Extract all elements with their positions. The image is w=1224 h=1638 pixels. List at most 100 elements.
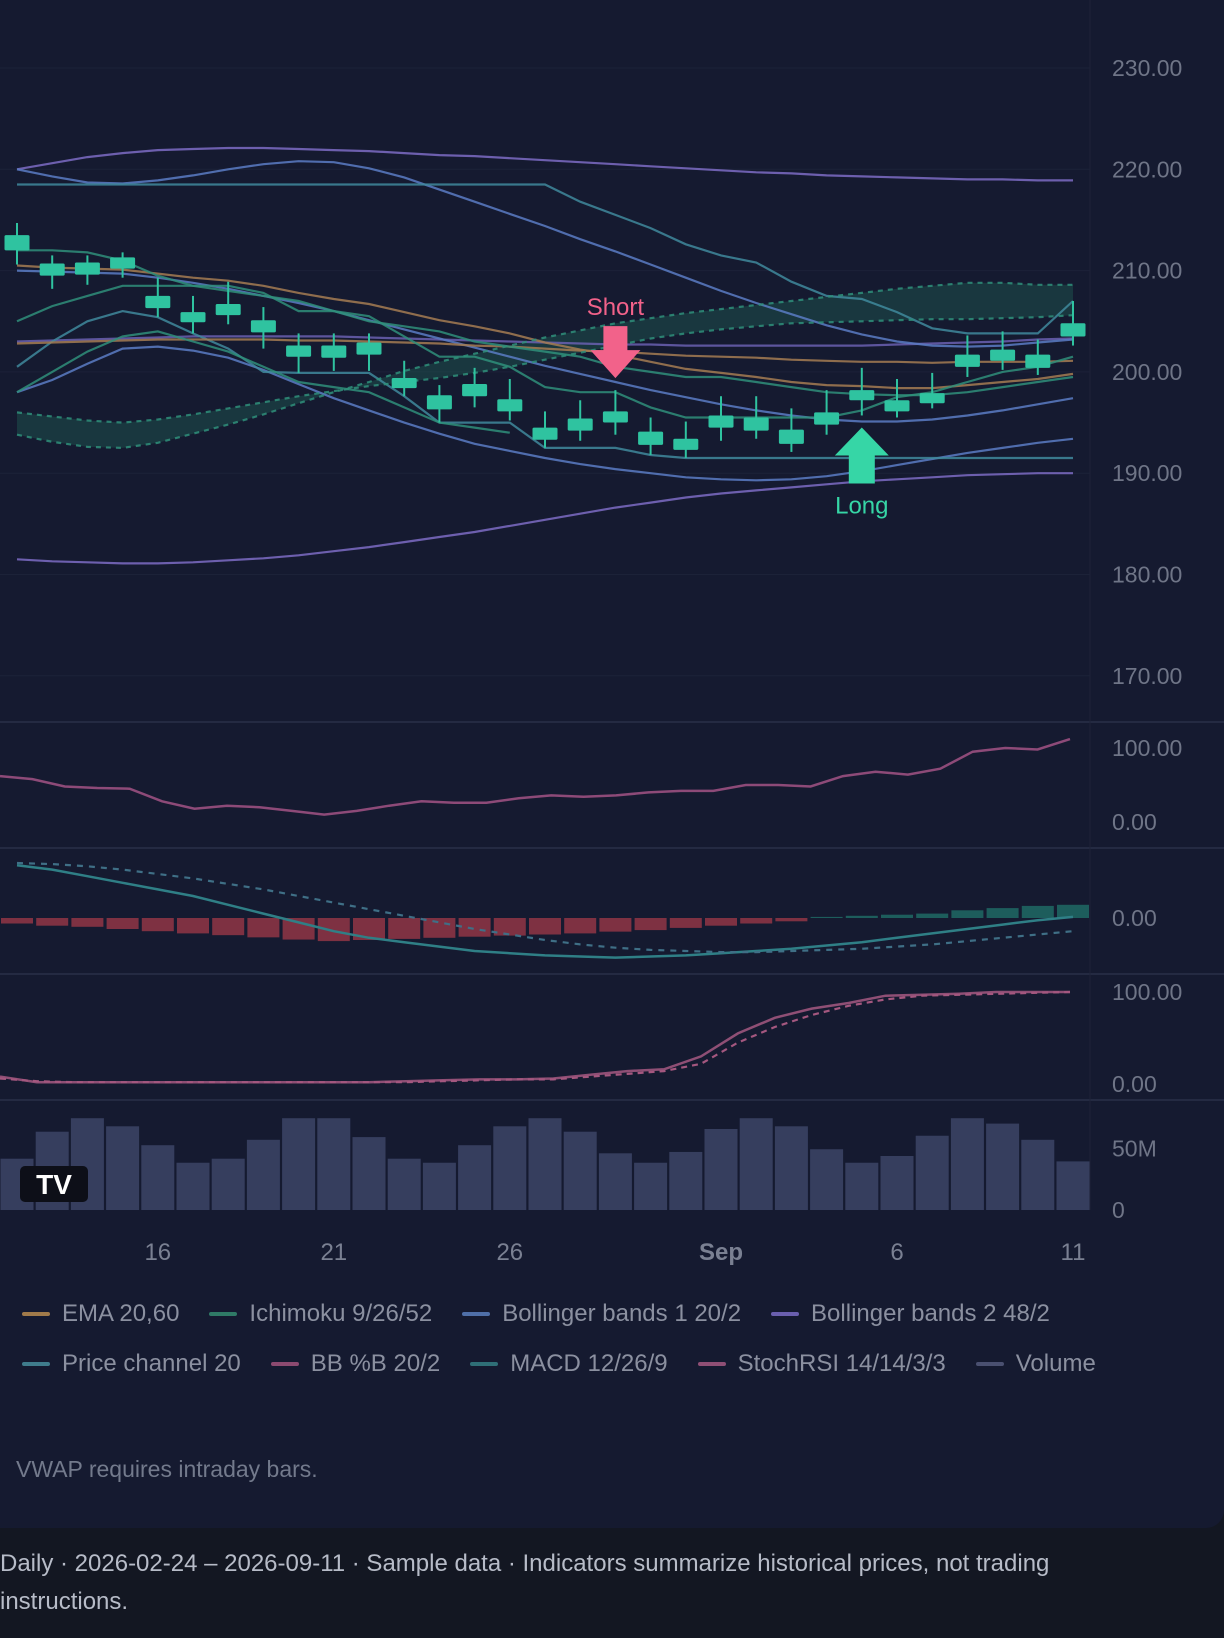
short-signal-label: Short [587, 294, 645, 321]
legend-label: Ichimoku 9/26/52 [249, 1300, 433, 1327]
x-tick-label: 16 [144, 1239, 171, 1266]
candle-body [778, 429, 804, 444]
macd-histogram-bar [634, 918, 667, 931]
candle [743, 396, 769, 439]
legend-item[interactable]: Ichimoku 9/26/52 [209, 1300, 432, 1328]
legend-item[interactable]: Bollinger bands 2 48/2 [771, 1300, 1050, 1328]
legend-label: StochRSI 14/14/3/3 [737, 1350, 946, 1377]
legend-swatch [209, 1312, 238, 1316]
overlay-ema-20 [16, 264, 1074, 390]
volume-bar [211, 1158, 245, 1210]
candle-body [1025, 354, 1051, 368]
macd-histogram-bar [353, 918, 385, 940]
macd-histogram-bar [71, 918, 104, 927]
candle [567, 400, 593, 441]
candle-body [602, 411, 628, 423]
candle [4, 222, 30, 265]
candle-body [919, 393, 945, 404]
candle [391, 360, 417, 397]
volume-bar [739, 1118, 773, 1210]
macd-histogram-bar [141, 918, 174, 932]
volume-bar [246, 1139, 280, 1210]
candle [74, 255, 100, 285]
candle-body [884, 400, 910, 412]
macd-histogram-bar [916, 913, 949, 918]
candle [497, 378, 523, 421]
volume-tick-label: 0 [1112, 1197, 1125, 1223]
vwap-note: VWAP requires intraday bars. [16, 1456, 318, 1482]
legend-item[interactable]: Price channel 20 [22, 1350, 241, 1378]
legend-item[interactable]: BB %B 20/2 [270, 1350, 441, 1378]
macd-histogram-bar [775, 918, 808, 922]
legend-label: BB %B 20/2 [310, 1350, 441, 1377]
candle [145, 277, 171, 318]
volume-bar [352, 1137, 386, 1210]
volume-bar [141, 1145, 175, 1210]
legend-item[interactable]: Bollinger bands 1 20/2 [462, 1300, 741, 1328]
candle [708, 396, 734, 441]
legend-item[interactable]: EMA 20,60 [22, 1300, 179, 1328]
stochrsi-tick-label: 0.00 [1112, 1071, 1157, 1097]
legend-swatch [22, 1362, 50, 1366]
candle [39, 255, 65, 289]
candle-body [673, 438, 699, 450]
volume-bar [422, 1162, 456, 1210]
candle [602, 390, 628, 435]
volume-bar [1056, 1161, 1090, 1210]
candle [990, 331, 1016, 370]
macd-histogram-bar [1, 918, 33, 924]
legend-label: Price channel 20 [62, 1350, 241, 1377]
macd-signal-line [16, 861, 1074, 954]
candle [954, 335, 980, 377]
volume-bar [387, 1158, 421, 1210]
tradingview-logo: TV [20, 1166, 88, 1202]
candle-body [321, 345, 347, 358]
legend-swatch [462, 1312, 491, 1316]
candle [426, 385, 452, 423]
candle-body [814, 412, 840, 425]
x-tick-label: 26 [496, 1239, 523, 1266]
candle-body [110, 257, 136, 269]
macd-histogram-bar [951, 910, 984, 918]
volume-bar [528, 1118, 562, 1210]
candle-body [39, 263, 65, 276]
macd-histogram-bar [740, 918, 773, 924]
logo-text: TV [36, 1169, 72, 1200]
candle-body [391, 377, 417, 389]
volume-bar [317, 1118, 351, 1210]
overlay-bollinger-bands-1-lower [16, 345, 1074, 482]
legend-swatch [697, 1362, 726, 1366]
candle [250, 307, 276, 349]
legend-item[interactable]: Volume [975, 1350, 1096, 1378]
macd-histogram-bar [1057, 904, 1089, 918]
price-tick-label: 170.00 [1112, 663, 1182, 689]
legend-swatch [975, 1362, 1004, 1366]
chart-footer: Daily · 2026-02-24 – 2026-09-11 · Sample… [0, 1550, 1050, 1615]
volume-bar [810, 1149, 844, 1210]
chart-canvas[interactable]: 230.00220.00210.00200.00190.00180.00170.… [0, 0, 1224, 1270]
candle-body [567, 418, 593, 431]
candle-body [145, 295, 171, 309]
macd-histogram-bar [599, 918, 632, 932]
price-tick-label: 180.00 [1112, 562, 1182, 588]
legend-item[interactable]: MACD 12/26/9 [470, 1350, 668, 1378]
legend-item[interactable]: StochRSI 14/14/3/3 [697, 1350, 946, 1378]
candle [778, 408, 804, 452]
macd-histogram-bar [986, 908, 1019, 918]
legend-label: Bollinger bands 1 20/2 [502, 1300, 742, 1327]
volume-bar [774, 1126, 808, 1210]
volume-bar [669, 1151, 703, 1210]
volume-bar [1021, 1139, 1055, 1210]
legend: EMA 20,60 Ichimoku 9/26/52 Bollinger ban… [22, 1300, 1212, 1378]
overlay-bollinger-bands-2-upper [16, 146, 1073, 182]
macd-histogram-bar [177, 918, 209, 934]
candle [532, 411, 558, 448]
macd-histogram-bar [881, 914, 913, 918]
macd-histogram-bar [36, 918, 69, 926]
overlay-ichimoku-span-b [16, 281, 1073, 450]
macd-tick-label: 0.00 [1112, 905, 1157, 931]
macd-histogram-bar [1021, 905, 1054, 918]
overlay-price-channel-20-upper [17, 183, 1074, 335]
macd-histogram-bar [423, 918, 456, 938]
x-tick-label: 6 [890, 1239, 903, 1266]
